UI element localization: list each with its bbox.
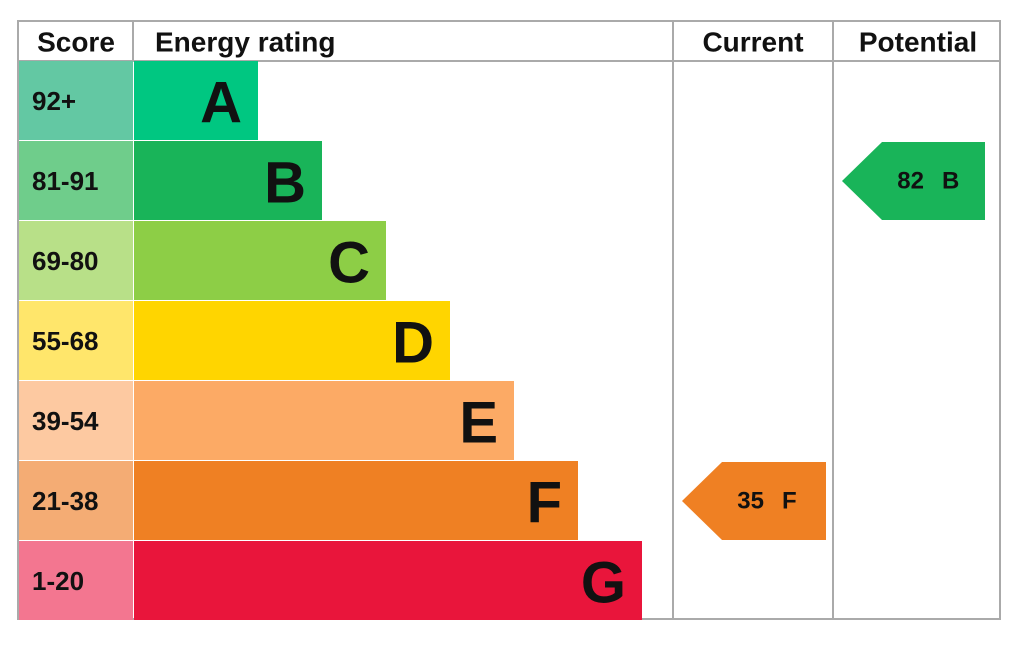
score-cell [19,381,133,460]
rating-bar [134,541,642,620]
score-cell [19,461,133,540]
rating-bar [134,461,578,540]
current-letter: F [782,488,797,515]
rating-letter: B [264,151,306,216]
rating-bar [134,301,450,380]
rating-letter: F [527,471,562,536]
current-score: 35 [737,488,764,515]
score-range: 81-91 [32,166,99,196]
score-header: Score [37,27,115,58]
rating-bar [134,141,322,220]
rating-header: Energy rating [155,27,335,58]
score-range: 55-68 [32,326,99,356]
potential-score: 82 [897,168,924,195]
score-cell [19,301,133,380]
potential-arrow [842,142,985,220]
score-cell [19,221,133,300]
potential-letter: B [942,168,959,195]
score-cell [19,141,133,220]
rating-bar [134,381,514,460]
potential-header: Potential [859,27,977,58]
rating-bar [134,61,258,140]
current-arrow [682,462,826,540]
score-range: 92+ [32,86,76,116]
rating-letter: C [328,231,370,296]
score-cell [19,61,133,140]
current-header: Current [702,27,803,58]
score-cell [19,541,133,620]
rating-bar [134,221,386,300]
score-range: 39-54 [32,406,99,436]
score-range: 69-80 [32,246,99,276]
rating-letter: G [581,551,626,616]
score-range: 21-38 [32,486,99,516]
rating-letter: D [392,311,434,376]
rating-letter: E [459,391,498,456]
rating-letter: A [200,71,242,136]
score-range: 1-20 [32,566,84,596]
